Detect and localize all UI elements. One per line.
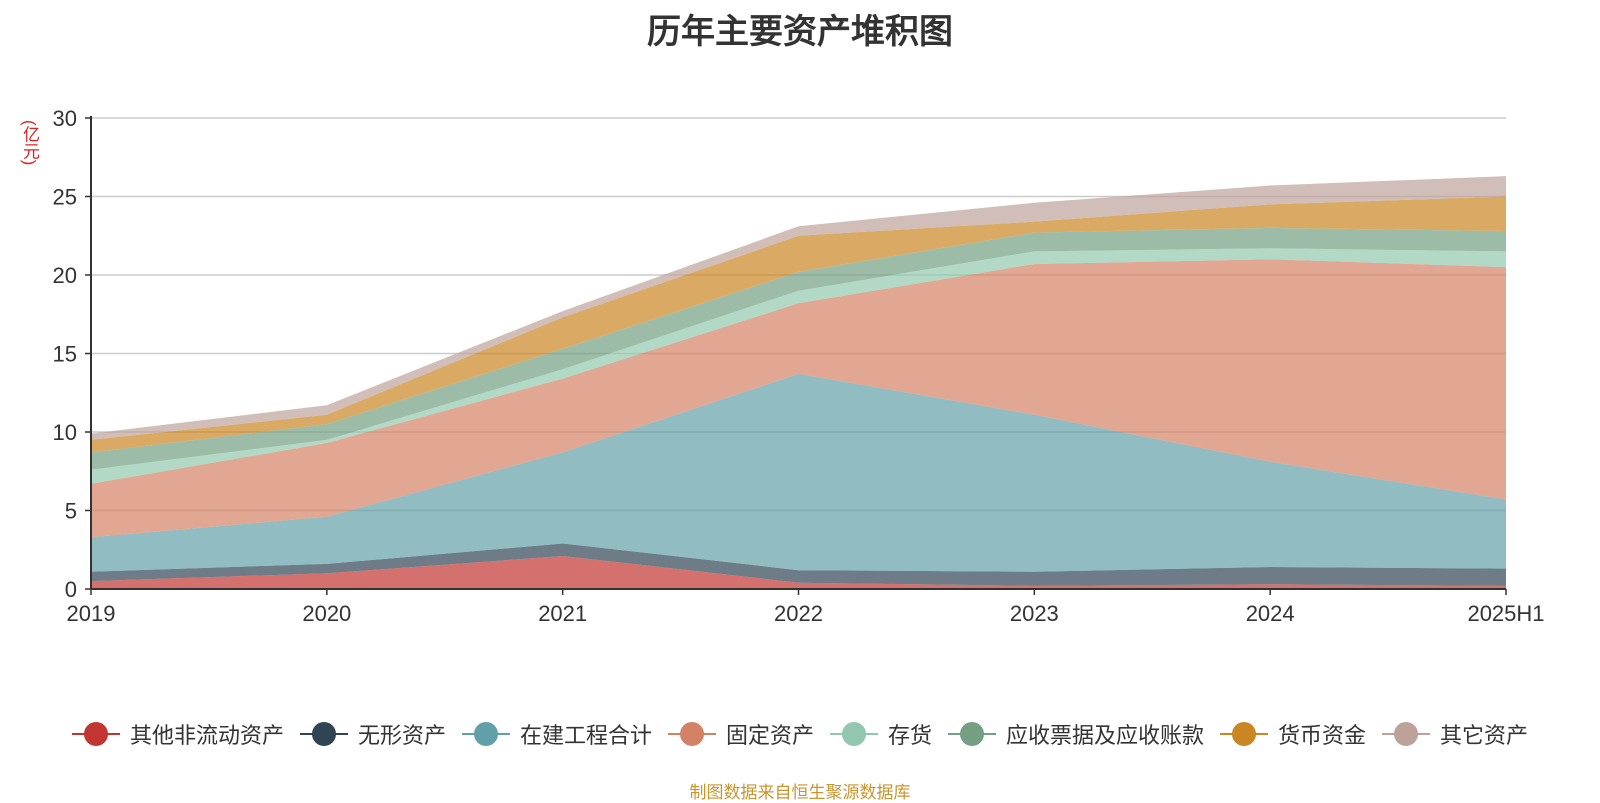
y-axis-unit-label: (亿元) <box>20 120 39 166</box>
y-tick-label: 0 <box>65 577 77 602</box>
legend-marker-icon <box>830 721 878 747</box>
area-series-layer <box>91 176 1506 589</box>
legend-item[interactable]: 在建工程合计 <box>461 718 652 750</box>
legend-label: 其它资产 <box>1440 723 1529 748</box>
legend-marker-icon <box>667 721 716 747</box>
legend-item[interactable]: 无形资产 <box>299 718 446 750</box>
legend-item[interactable]: 存货 <box>830 718 932 750</box>
legend-marker-icon <box>299 721 348 747</box>
source-note: 制图数据来自恒生聚源数据库 <box>689 783 911 802</box>
legend-marker-icon <box>71 721 120 747</box>
legend-marker-icon <box>1382 721 1431 747</box>
legend-label: 货币资金 <box>1278 723 1367 748</box>
y-tick-label: 20 <box>53 263 77 288</box>
legend-marker-icon <box>1220 721 1269 747</box>
y-tick-label: 15 <box>53 342 77 367</box>
legend-label: 固定资产 <box>725 723 814 748</box>
y-tick-label: 25 <box>53 185 77 210</box>
legend-label: 存货 <box>888 723 933 748</box>
x-tick-label: 2023 <box>1010 601 1059 626</box>
area-series-0 <box>91 556 1506 589</box>
legend-marker-icon <box>461 721 510 747</box>
x-tick-label: 2025H1 <box>1467 601 1544 626</box>
area-series-5 <box>91 227 1506 470</box>
y-tick-label: 30 <box>53 106 77 131</box>
y-tick-label: 5 <box>65 499 77 524</box>
legend-item[interactable]: 固定资产 <box>667 718 814 750</box>
area-series-7 <box>91 176 1506 440</box>
legend-item[interactable]: 其它资产 <box>1382 718 1528 750</box>
legend-item[interactable]: 其他非流动资产 <box>71 718 284 750</box>
legend-label: 无形资产 <box>357 723 446 748</box>
x-tick-label: 2022 <box>774 601 823 626</box>
area-series-3 <box>91 259 1506 538</box>
area-series-1 <box>91 543 1506 586</box>
legend-label: 在建工程合计 <box>519 723 652 748</box>
y-tick-label: 10 <box>53 420 77 445</box>
x-tick-label: 2020 <box>302 601 351 626</box>
x-tick-label: 2021 <box>538 601 587 626</box>
chart-legend: 其他非流动资产 无形资产 在建工程合计 固定资产 存货 应收票据及应收账款 货币资金 其它资产 <box>0 717 1600 751</box>
stacked-area-chart: 0 5 10 15 20 25 30 2019 2020 2021 2022 2023 2024 2025… <box>53 106 1545 626</box>
legend-marker-icon <box>948 721 997 747</box>
area-series-4 <box>91 248 1506 484</box>
axes: 0 5 10 15 20 25 30 2019 2020 2021 2022 2023 2024 2025… <box>53 106 1545 626</box>
legend-label: 应收票据及应收账款 <box>1006 723 1205 748</box>
area-series-2 <box>91 373 1506 572</box>
x-tick-label: 2024 <box>1246 601 1295 626</box>
chart-title: 历年主要资产堆积图 <box>647 13 953 51</box>
legend-item[interactable]: 应收票据及应收账款 <box>948 718 1204 750</box>
area-series-6 <box>91 196 1506 453</box>
legend-label: 其他非流动资产 <box>129 723 284 748</box>
legend-item[interactable]: 货币资金 <box>1220 718 1366 750</box>
x-tick-label: 2019 <box>67 601 116 626</box>
